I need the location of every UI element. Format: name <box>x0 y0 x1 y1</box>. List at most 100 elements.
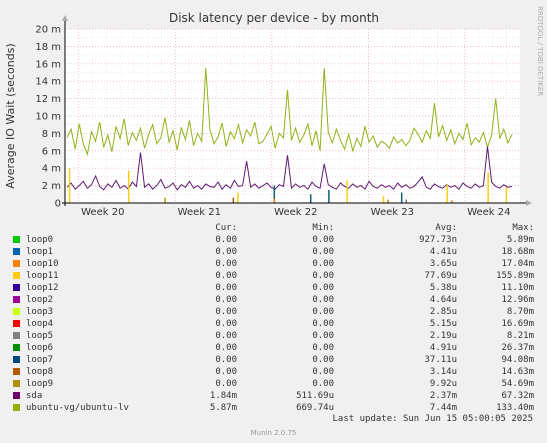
legend-cur: 5.87m <box>209 403 237 413</box>
legend-min: 0.00 <box>312 259 334 269</box>
legend-row: loop9 0.00 0.00 9.92u 54.69m <box>0 378 547 390</box>
legend-cur: 0.00 <box>215 331 237 341</box>
legend-name: loop5 <box>26 331 54 341</box>
legend-avg: 3.65u <box>429 259 457 269</box>
legend-avg: 4.41u <box>429 247 457 257</box>
legend-min: 0.00 <box>312 235 334 245</box>
legend-max: 12.96m <box>501 295 534 305</box>
y-tick-label: 4 m <box>42 164 61 175</box>
legend-row: loop3 0.00 0.00 2.85u 8.70m <box>0 306 547 318</box>
legend-swatch <box>13 392 20 399</box>
y-tick-label: 0 <box>55 199 61 210</box>
munin-version: Munin 2.0.75 <box>250 429 297 437</box>
legend-cur: 0.00 <box>215 235 237 245</box>
legend-cur: 0.00 <box>215 319 237 329</box>
legend-avg: 4.64u <box>429 295 457 305</box>
legend-name: ubuntu-vg/ubuntu-lv <box>26 403 129 413</box>
legend-swatch <box>13 356 20 363</box>
legend-min: 0.00 <box>312 331 334 341</box>
y-axis-label: Average IO Wait (seconds) <box>4 43 17 188</box>
legend-row: loop12 0.00 0.00 5.38u 11.10m <box>0 282 547 294</box>
legend-swatch <box>13 308 20 315</box>
legend-min: 0.00 <box>312 355 334 365</box>
legend-swatch <box>13 368 20 375</box>
legend-avg: 2.37m <box>429 391 457 401</box>
legend-cur: 0.00 <box>215 355 237 365</box>
legend-min: 0.00 <box>312 247 334 257</box>
legend-cur: 0.00 <box>215 283 237 293</box>
legend-cur: 0.00 <box>215 259 237 269</box>
y-tick-label: 6 m <box>42 146 61 157</box>
legend-swatch <box>13 332 20 339</box>
legend-row: loop4 0.00 0.00 5.15u 16.69m <box>0 318 547 330</box>
plot-area <box>65 29 520 203</box>
legend-name: loop12 <box>26 283 59 293</box>
legend-cur: 0.00 <box>215 367 237 377</box>
header-min: Min: <box>312 223 334 233</box>
y-tick-label: 8 m <box>42 129 61 140</box>
y-tick-label: 12 m <box>35 94 61 105</box>
legend-min: 0.00 <box>312 343 334 353</box>
legend-cur: 0.00 <box>215 247 237 257</box>
header-cur: Cur: <box>215 223 237 233</box>
header-avg: Avg: <box>435 223 457 233</box>
legend-min: 0.00 <box>312 367 334 377</box>
legend-avg: 77.69u <box>424 271 457 281</box>
legend-cur: 0.00 <box>215 307 237 317</box>
x-tick-label: Week 20 <box>81 207 124 218</box>
legend-max: 94.08m <box>501 355 534 365</box>
last-update: Last update: Sun Jun 15 05:00:05 2025 <box>332 414 533 424</box>
legend-max: 67.32m <box>501 391 534 401</box>
legend-name: loop7 <box>26 355 54 365</box>
legend-swatch <box>13 380 20 387</box>
legend-row: loop5 0.00 0.00 2.19u 8.21m <box>0 330 547 342</box>
legend-row: loop2 0.00 0.00 4.64u 12.96m <box>0 294 547 306</box>
x-tick-label: Week 24 <box>467 207 510 218</box>
chart-title: Disk latency per device - by month <box>169 11 379 25</box>
legend-row: ubuntu-vg/ubuntu-lv 5.87m 669.74u 7.44m 133.… <box>0 402 547 414</box>
legend-swatch <box>13 344 20 351</box>
legend-max: 17.04m <box>501 259 534 269</box>
axes: 0 2 m 4 m 6 m 8 m 10 m 12 m 14 m 16 m 18 m 20 m Wee… <box>35 15 532 218</box>
legend-avg: 37.11u <box>424 355 457 365</box>
legend-name: loop9 <box>26 379 54 389</box>
legend-max: 11.10m <box>501 283 534 293</box>
legend-cur: 0.00 <box>215 379 237 389</box>
legend-min: 669.74u <box>296 403 334 413</box>
legend-name: loop6 <box>26 343 54 353</box>
header-max: Max: <box>512 223 534 233</box>
legend-min: 0.00 <box>312 271 334 281</box>
legend-avg: 927.73n <box>419 235 457 245</box>
legend-avg: 7.44m <box>429 403 457 413</box>
legend-name: loop1 <box>26 247 54 257</box>
legend-min: 0.00 <box>312 379 334 389</box>
y-tick-label: 10 m <box>35 112 61 123</box>
legend-row: loop1 0.00 0.00 4.41u 18.68m <box>0 246 547 258</box>
legend-cur: 0.00 <box>215 343 237 353</box>
legend-max: 26.37m <box>501 343 534 353</box>
legend-cur: 0.00 <box>215 295 237 305</box>
legend-min: 0.00 <box>312 283 334 293</box>
y-tick-label: 16 m <box>35 59 61 70</box>
latency-chart: 0 2 m 4 m 6 m 8 m 10 m 12 m 14 m 16 m 18 m 20 m Wee… <box>4 6 544 218</box>
legend-name: loop8 <box>26 367 54 377</box>
legend-swatch <box>13 296 20 303</box>
legend-cur: 0.00 <box>215 271 237 281</box>
series-line-ubuntu-vg-ubuntu-lv <box>66 68 513 157</box>
legend-name: loop4 <box>26 319 54 329</box>
legend-max: 5.89m <box>506 235 534 245</box>
y-tick-label: 18 m <box>35 42 61 53</box>
legend-name: loop2 <box>26 295 54 305</box>
legend-avg: 9.92u <box>429 379 457 389</box>
legend-name: loop3 <box>26 307 54 317</box>
legend-row: sda 1.84m 511.69u 2.37m 67.32m <box>0 390 547 402</box>
legend-header: Cur: Min: Avg: Max: <box>0 222 547 234</box>
legend-row: loop7 0.00 0.00 37.11u 94.08m <box>0 354 547 366</box>
legend-swatch <box>13 236 20 243</box>
legend-avg: 2.85u <box>429 307 457 317</box>
legend-swatch <box>13 248 20 255</box>
series-layer <box>66 68 513 203</box>
x-tick-label: Week 22 <box>274 207 317 218</box>
legend-row: loop0 0.00 0.00 927.73n 5.89m <box>0 234 547 246</box>
legend-avg: 4.91u <box>429 343 457 353</box>
